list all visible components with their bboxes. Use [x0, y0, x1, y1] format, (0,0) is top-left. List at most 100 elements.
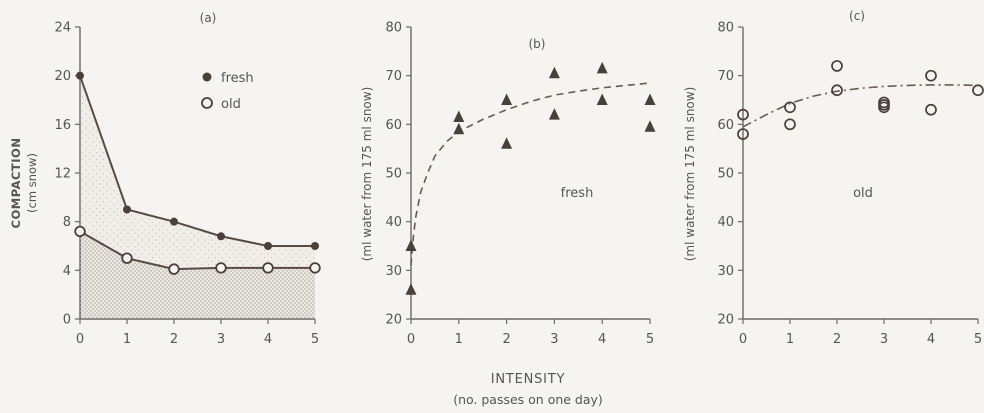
panel-a-x-tick-label: 3: [217, 332, 225, 347]
series-fresh-point: [264, 242, 272, 250]
panel-c-x-tick-label: 3: [880, 332, 888, 347]
panel-c-x-tick-label: 0: [739, 332, 747, 347]
panel-c-ylabel-group: (ml water from 175 ml snow): [683, 87, 697, 262]
panel-b-y-tick-label: 60: [385, 118, 402, 133]
series-old-point: [309, 262, 321, 274]
panel-c-point: [878, 101, 890, 114]
panel-a-y-tick-label: 12: [54, 167, 71, 182]
panel-b-point: [596, 93, 608, 105]
panel-c-point: [831, 84, 843, 97]
panel-b-axes: 20 30 40 50 60 70 80 0 1 2 3 4 5: [385, 21, 654, 348]
series-old-point: [262, 262, 274, 274]
panel-c-point: [784, 101, 796, 114]
panel-c-point: [737, 128, 749, 140]
panel-c-x-tick-label: 2: [833, 332, 841, 347]
panel-c-point: [925, 69, 937, 82]
series-fresh-point: [217, 232, 225, 241]
panel-a-area-old: [80, 231, 315, 319]
panel-c-point: [925, 103, 937, 116]
panel-c-x-tick-label: 1: [786, 332, 794, 347]
series-old-line: [79, 230, 315, 271]
panel-b-y-tick-label: 80: [385, 21, 402, 36]
panel-b-ylabel-group: (ml water from 175 ml snow): [360, 87, 374, 262]
panel-a-areas: [80, 75, 315, 319]
panel-b-y-tick-label: 70: [385, 69, 402, 84]
panel-b-ylabel: (ml water from 175 ml snow): [360, 87, 374, 262]
panel-a-series: [74, 71, 321, 275]
panel-c-point: [784, 118, 796, 131]
panel-b-y-tick-label: 40: [385, 215, 402, 230]
panel-a-x-tick-label: 5: [311, 332, 319, 347]
series-fresh-line: [79, 75, 315, 247]
panel-a-x-tick-label: 1: [123, 332, 131, 347]
panel-b-point: [453, 110, 465, 123]
panel-a-y-tick-label: 4: [63, 264, 71, 279]
panel-c-point: [831, 60, 843, 72]
panel-b: (b) (ml water from 175 ml snow) 20304050…: [360, 21, 656, 348]
legend-old-marker: [201, 97, 213, 109]
shared-xlabel: INTENSITY: [491, 372, 566, 387]
panel-a-label: (a): [200, 11, 217, 25]
panel-c-ylabel: (ml water from 175 ml snow): [683, 87, 697, 262]
legend-old-label: old: [221, 97, 241, 112]
series-old-point: [121, 252, 133, 264]
panel-b-y-tick-label: 50: [385, 167, 402, 182]
shared-xlabel-sub: (no. passes on one day): [453, 392, 603, 407]
panel-c-y-tick-label: 40: [717, 215, 734, 230]
panel-a-ylabel: COMPACTION: [9, 138, 23, 229]
panel-b-y-tick-label: 30: [385, 264, 402, 279]
panel-b-x-tick-label: 0: [407, 332, 415, 347]
panel-b-annotation: fresh: [561, 186, 594, 201]
panel-b-point: [405, 283, 417, 295]
panel-b-fit-curve: [410, 82, 651, 266]
panel-b-label: (b): [529, 37, 546, 51]
panel-b-fit: [410, 82, 651, 266]
panel-a-y-tick-label: 20: [54, 69, 71, 84]
series-fresh-point: [311, 242, 319, 250]
panel-b-point: [501, 93, 513, 105]
panel-c: (c) (ml water from 175 ml snow) 20304050…: [683, 9, 984, 348]
panel-b-points: [405, 61, 656, 295]
panel-c-point: [972, 84, 984, 97]
series-fresh-point: [123, 205, 131, 214]
panel-a-y-tick-label: 8: [63, 215, 71, 230]
panel-a-y-tick-label: 0: [63, 313, 71, 328]
panel-b-point: [548, 108, 560, 120]
panel-c-y-tick-label: 60: [717, 118, 734, 133]
panel-c-axes: 20 30 40 50 60 70 80 0 1 2 3 4 5: [717, 21, 982, 348]
panel-b-point: [453, 122, 465, 135]
panel-a-x-tick-label: 2: [170, 332, 178, 347]
panel-b-x-tick-label: 2: [502, 332, 510, 347]
panel-c-fit: [742, 84, 979, 128]
panel-a-legend: fresh old: [201, 71, 254, 112]
legend-fresh-label: fresh: [221, 71, 254, 86]
panel-a-y-tick-label: 16: [54, 118, 71, 133]
series-fresh-point: [170, 217, 178, 226]
panel-b-point: [548, 66, 560, 79]
panel-a-area-fresh: [80, 75, 315, 270]
panel-a-y-tick-label: 24: [54, 21, 71, 36]
panel-c-y-tick-label: 70: [717, 69, 734, 84]
panel-b-point: [596, 61, 608, 74]
panel-b-x-tick-label: 3: [550, 332, 558, 347]
panel-b-point: [405, 239, 417, 251]
panel-c-y-tick-label: 50: [717, 167, 734, 182]
panel-c-y-tick-label: 80: [717, 21, 734, 36]
panel-b-x-tick-label: 5: [646, 332, 654, 347]
panel-a-x-tick-label: 4: [264, 332, 272, 347]
panel-c-point: [737, 108, 749, 121]
series-fresh-point: [76, 71, 84, 80]
panel-c-x-tick-label: 4: [927, 332, 935, 347]
panel-b-x-tick-label: 4: [598, 332, 606, 347]
panel-b-point: [644, 93, 656, 105]
panel-c-y-tick-label: 30: [717, 264, 734, 279]
panel-c-label: (c): [849, 9, 865, 23]
panel-c-annotation: old: [853, 186, 873, 201]
legend-fresh-marker: [202, 72, 212, 82]
series-old-point: [74, 225, 86, 238]
panel-a-ylabel-group: COMPACTION (cm snow): [9, 138, 39, 229]
panel-a-ylabel-sub: (cm snow): [25, 153, 39, 213]
